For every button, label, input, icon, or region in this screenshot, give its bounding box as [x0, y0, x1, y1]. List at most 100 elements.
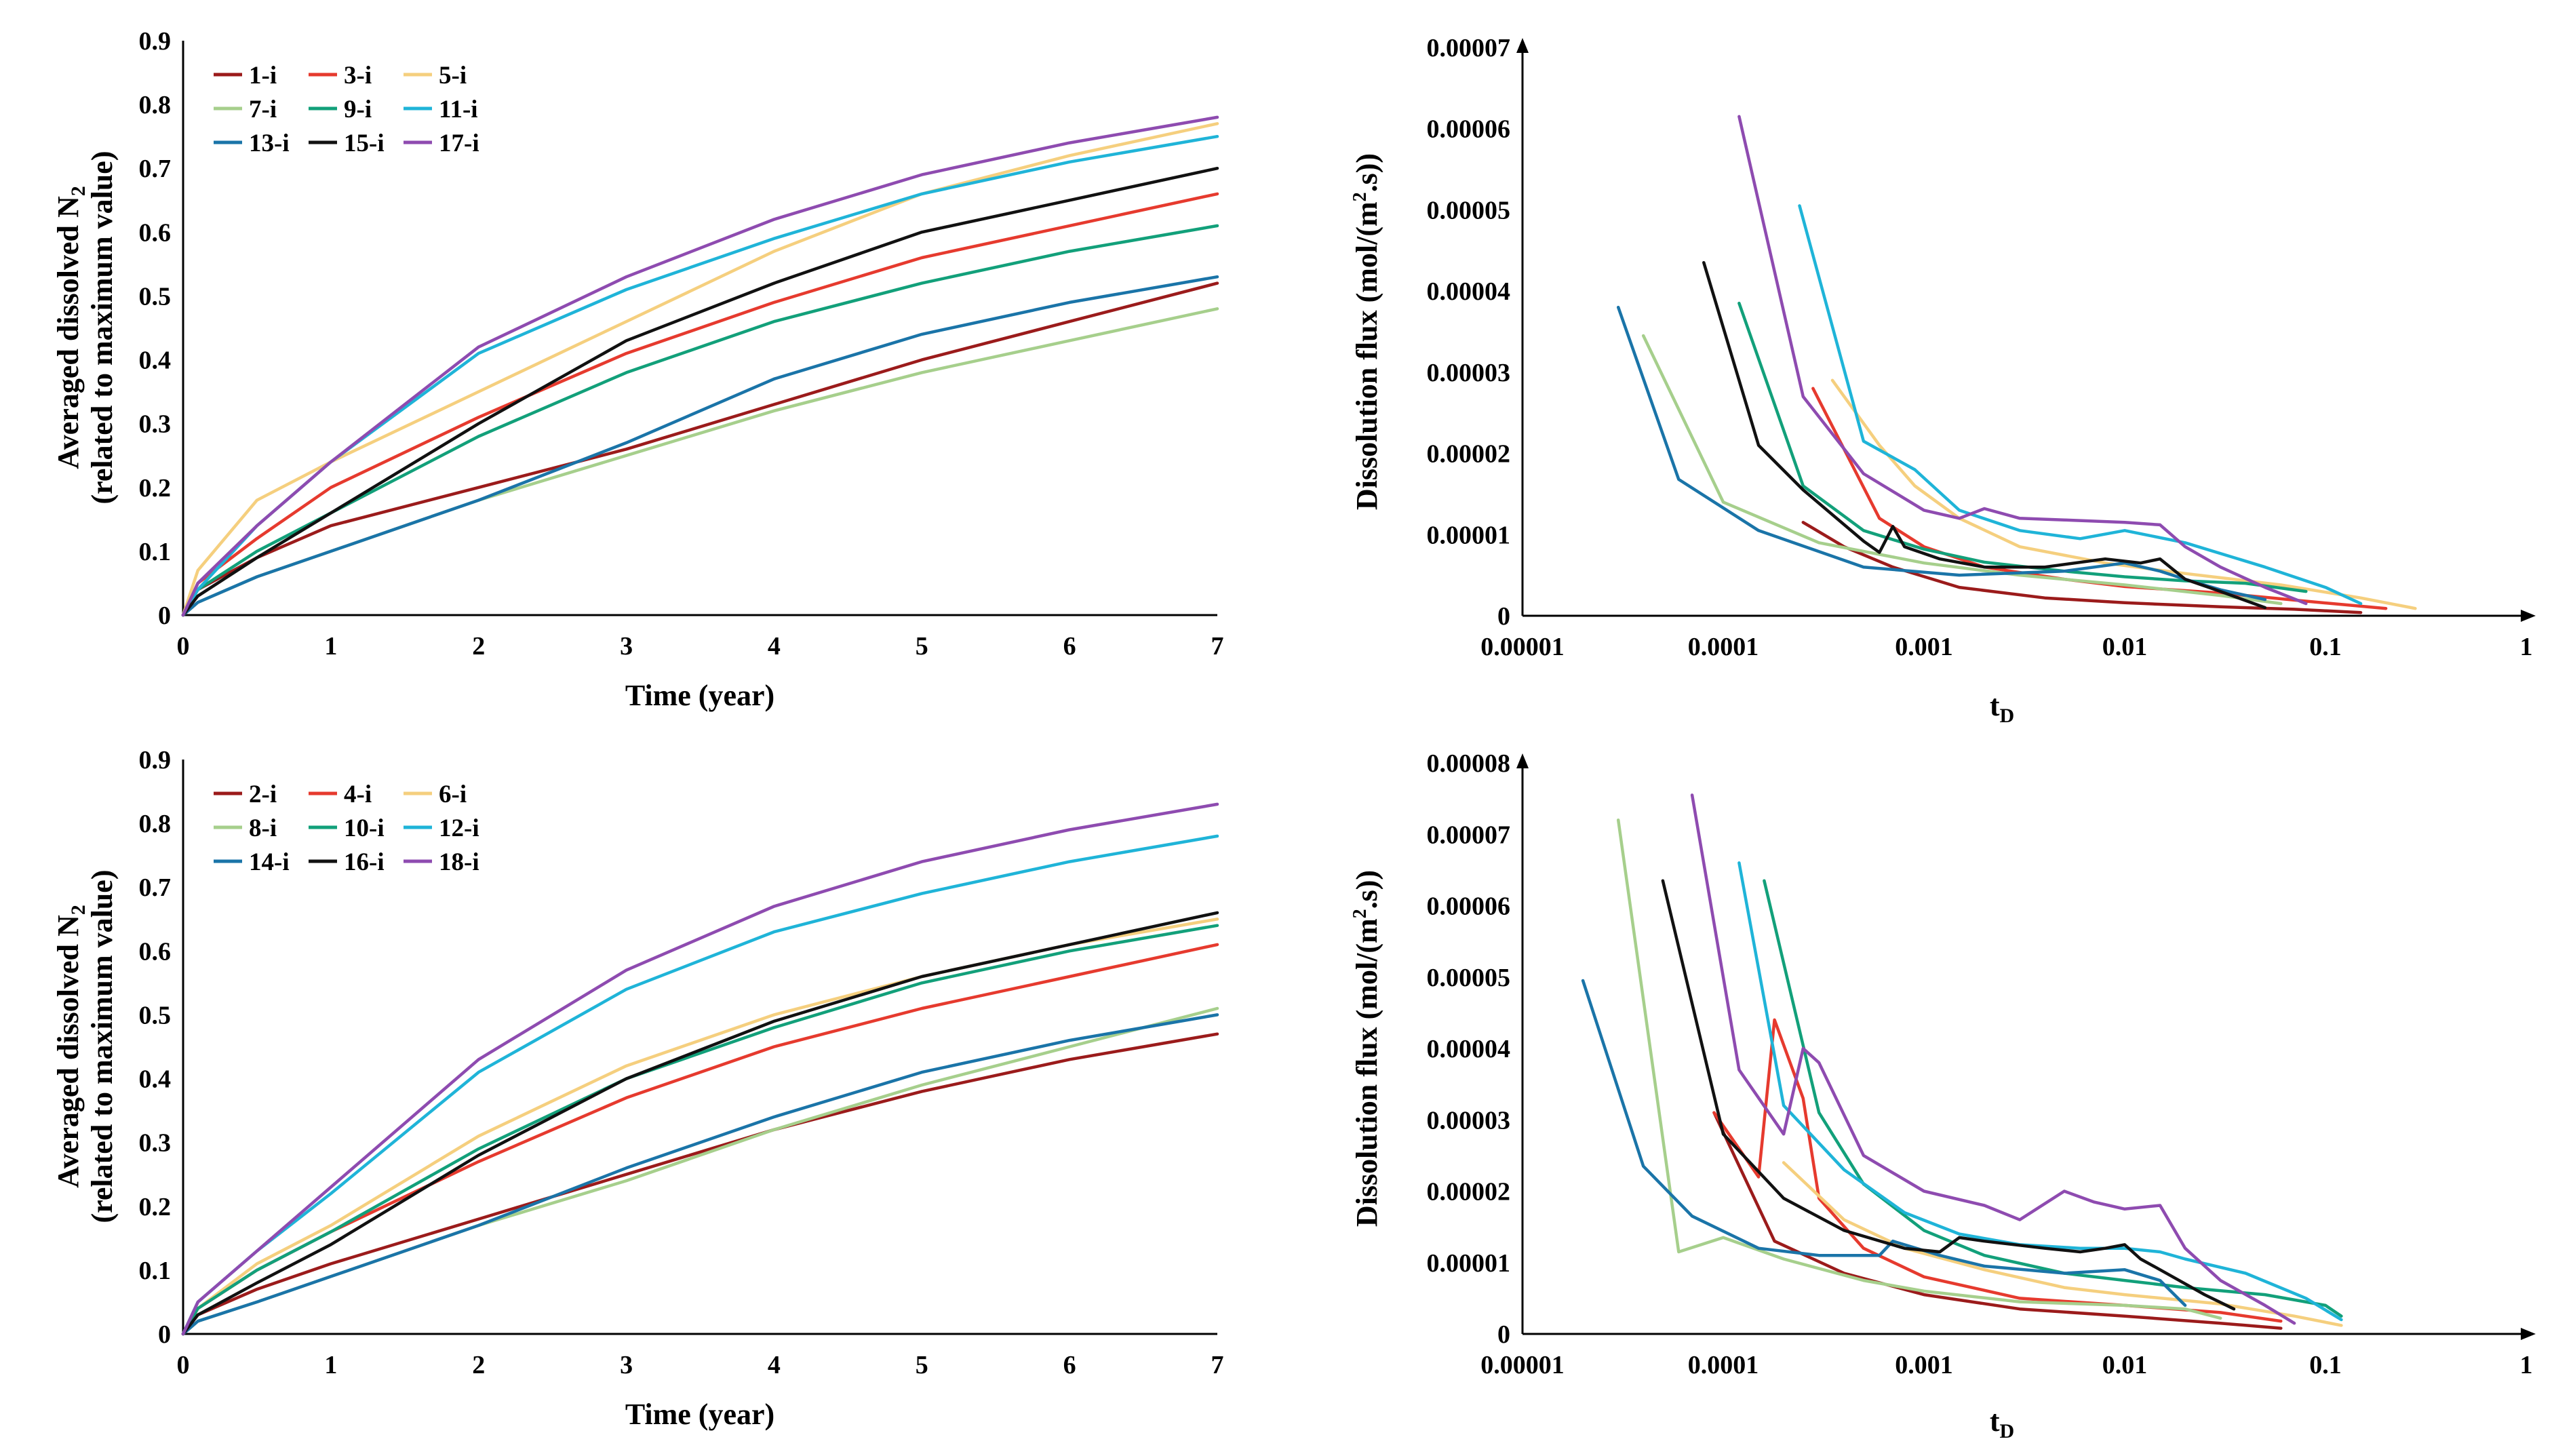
y-tick-labels: 0 0.1 0.2 0.3 0.4 0.5 0.6 0.7 0.8 0.9	[139, 746, 172, 1349]
y-axis-title-tail: .s))	[1350, 870, 1383, 909]
x-tick-label: 1	[324, 632, 337, 661]
legend: 1-i 3-i 5-i 7-i 9-i 11-i 13-i 15-i 17-i	[214, 62, 479, 157]
y-tick-labels: 0 0.00001 0.00002 0.00003 0.00004 0.00005 0.00…	[1427, 749, 1511, 1349]
y-tick-label: 0.9	[139, 746, 172, 774]
y-axis-title-subscript: 2	[67, 186, 90, 196]
x-tick-labels: 0 1 2 3 4 5 6 7	[177, 632, 1224, 661]
legend-label-1-i: 1-i	[249, 62, 277, 90]
series-line-1-i	[181, 281, 1219, 617]
series-line-11-i	[181, 134, 1219, 617]
chart-top-right: 00.000010.000020.000030.000040.000050.00…	[1350, 34, 2536, 727]
legend-label-8-i: 8-i	[249, 814, 277, 842]
series-layer	[181, 802, 1219, 1336]
series-layer	[181, 115, 1219, 617]
series-layer	[1616, 115, 2417, 614]
y-tick-label: 0.00006	[1427, 115, 1511, 144]
legend-label-18-i: 18-i	[439, 848, 479, 876]
series-line-14-i	[181, 1013, 1219, 1336]
x-tick-labels: 0.00001 0.0001 0.001 0.01 0.1 1	[1480, 1351, 2532, 1379]
y-tick-label: 0.00004	[1427, 1035, 1511, 1063]
y-axis-title-subscript: 2	[67, 905, 90, 915]
y-axis-title-text: Averaged dissolved N	[52, 196, 85, 469]
legend-label-7-i: 7-i	[249, 96, 277, 123]
x-tick-label: 0.001	[1895, 633, 1953, 661]
legend-label-9-i: 9-i	[344, 96, 372, 123]
series-line-1-i	[1801, 521, 2363, 614]
x-axis-title: Time (year)	[625, 679, 774, 712]
legend-label-15-i: 15-i	[344, 130, 385, 157]
y-axis-arrow	[1516, 38, 1529, 53]
series-line-5-i	[181, 122, 1219, 617]
x-tick-label: 0.0001	[1688, 1351, 1759, 1379]
y-tick-label: 0.00008	[1427, 749, 1511, 778]
legend-label-4-i: 4-i	[344, 781, 372, 808]
x-axis-title-subscript: D	[1999, 1420, 2014, 1442]
x-axis-title-text: t	[1990, 1404, 2000, 1438]
y-axis-title: Dissolution flux (mol/(m2.s))	[1350, 153, 1383, 510]
series-line-18-i	[181, 802, 1219, 1336]
x-tick-label: 2	[472, 1351, 485, 1379]
y-axis-title-superscript: 2	[1350, 909, 1371, 918]
legend-label-2-i: 2-i	[249, 781, 277, 808]
y-tick-label: 0.5	[139, 1001, 172, 1029]
y-tick-label: 0.8	[139, 810, 172, 838]
series-line-5-i	[1830, 378, 2417, 610]
series-line-14-i	[1581, 979, 2187, 1307]
chart-top-left: 0 0.1 0.2 0.3 0.4 0.5 0.6 0.7 0.8 0.9 0 1 2 3 4 5 6 7 1-…	[52, 27, 1224, 712]
series-line-2-i	[1712, 1111, 2283, 1330]
x-tick-label: 0.001	[1895, 1351, 1953, 1379]
series-line-18-i	[1690, 793, 2296, 1325]
legend-label-11-i: 11-i	[439, 96, 478, 123]
x-axis-title-subscript: D	[1999, 705, 2014, 727]
x-tick-label: 7	[1211, 632, 1224, 661]
x-tick-label: 6	[1063, 1351, 1076, 1379]
x-tick-label: 3	[620, 632, 633, 661]
y-tick-label: 0.00001	[1427, 1249, 1511, 1278]
y-axis-title-text: Dissolution flux (mol/(m	[1350, 918, 1383, 1227]
x-tick-labels: 0 1 2 3 4 5 6 7	[177, 1351, 1224, 1379]
x-axis-arrow	[2521, 610, 2536, 622]
series-line-13-i	[181, 275, 1219, 617]
y-axis-title: Dissolution flux (mol/(m2.s))	[1350, 870, 1383, 1227]
y-tick-label: 0.5	[139, 282, 172, 311]
y-tick-label: 0	[158, 1320, 171, 1349]
x-tick-label: 1	[2520, 1351, 2533, 1379]
x-tick-label: 0.0001	[1688, 633, 1759, 661]
y-tick-label: 0.2	[139, 474, 172, 503]
legend-label-5-i: 5-i	[439, 62, 467, 90]
y-axis-title-line2: (related to maximum value)	[85, 870, 119, 1223]
legend-label-17-i: 17-i	[439, 130, 479, 157]
x-tick-label: 0	[177, 632, 190, 661]
y-tick-label: 0.00006	[1427, 892, 1511, 921]
legend-label-10-i: 10-i	[344, 814, 385, 842]
y-tick-label: 0.9	[139, 27, 172, 56]
series-layer	[1581, 793, 2343, 1330]
series-line-15-i	[181, 166, 1219, 617]
x-axis-title: tD	[1990, 689, 2014, 727]
x-tick-label: 0.1	[2309, 1351, 2342, 1379]
x-tick-label: 7	[1211, 1351, 1224, 1379]
x-tick-label: 1	[2520, 633, 2533, 661]
series-line-12-i	[1737, 861, 2343, 1322]
y-tick-label: 0.00001	[1427, 521, 1511, 549]
y-axis-title: Averaged dissolved N2	[52, 186, 90, 469]
y-axis-title-line2: (related to maximum value)	[85, 151, 119, 505]
chart-bottom-left: 0 0.1 0.2 0.3 0.4 0.5 0.6 0.7 0.8 0.9 0 1 2 3 4 5 6 7 2-…	[52, 746, 1224, 1431]
x-tick-label: 0.1	[2309, 633, 2342, 661]
series-line-6-i	[1782, 1161, 2343, 1327]
legend-label-3-i: 3-i	[344, 62, 372, 90]
x-tick-label: 3	[620, 1351, 633, 1379]
y-tick-label: 0.00003	[1427, 1106, 1511, 1135]
y-tick-label: 0.00007	[1427, 821, 1511, 849]
series-line-7-i	[1641, 334, 2283, 606]
legend-label-6-i: 6-i	[439, 781, 467, 808]
x-axis-arrow	[2521, 1328, 2536, 1340]
y-tick-label: 0.6	[139, 218, 172, 247]
y-axis-title: Averaged dissolved N2	[52, 905, 90, 1188]
y-tick-label: 0	[1497, 602, 1510, 631]
x-tick-label: 4	[768, 1351, 781, 1379]
y-tick-label: 0.7	[139, 155, 172, 183]
y-tick-label: 0.4	[139, 1065, 172, 1094]
series-line-8-i	[1616, 818, 2222, 1320]
y-axis-title-tail: .s))	[1350, 153, 1383, 192]
